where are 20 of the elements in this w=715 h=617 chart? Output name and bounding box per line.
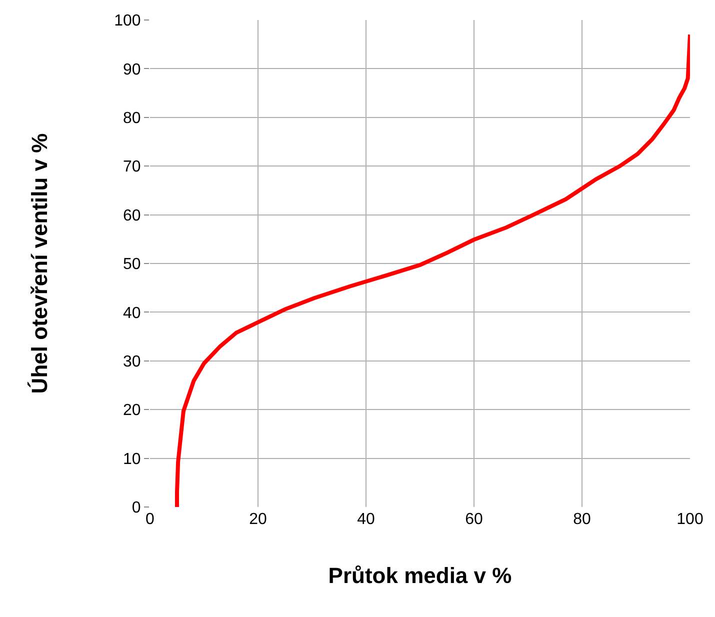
- y-tick-label: 90: [123, 61, 141, 78]
- x-axis-title: Průtok media v %: [328, 562, 512, 588]
- y-tick-label: 70: [123, 158, 141, 176]
- y-tick-label: 80: [123, 110, 141, 127]
- x-tick-label: 0: [146, 511, 155, 528]
- y-tick-label: 0: [132, 500, 141, 517]
- y-tick-label: 40: [123, 304, 141, 322]
- y-tick-label: 60: [123, 207, 141, 224]
- x-tick-label: 80: [573, 511, 591, 528]
- y-tick-label: 20: [123, 402, 141, 420]
- y-tick-label: 30: [123, 354, 141, 370]
- x-tick-label: 100: [676, 511, 704, 528]
- x-tick-label: 60: [465, 511, 483, 528]
- x-tick-label: 40: [357, 511, 375, 528]
- y-tick-label: 100: [114, 12, 141, 30]
- y-axis-title: Úhel otevření ventilu v %: [26, 133, 52, 394]
- x-tick-label: 20: [249, 511, 267, 528]
- y-tick-label: 10: [123, 450, 141, 468]
- y-tick-label: 50: [123, 256, 141, 274]
- line-series: [175, 32, 690, 507]
